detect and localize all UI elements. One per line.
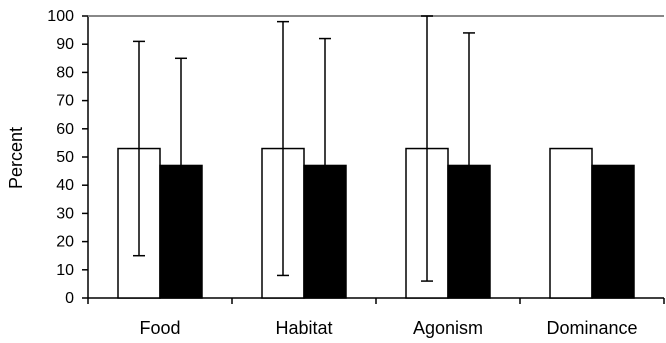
error-bars — [133, 15, 475, 282]
y-tick-label: 10 — [56, 262, 74, 279]
y-tick-label: 70 — [56, 93, 74, 110]
y-tick-label: 90 — [56, 36, 74, 53]
y-tick-labels: 0 10 20 30 40 50 60 70 80 90 100 — [47, 8, 74, 307]
x-category-label: Habitat — [275, 318, 332, 338]
bar-series-2-food — [159, 164, 203, 299]
x-category-label: Agonism — [413, 318, 483, 338]
y-tick-label: 60 — [56, 121, 74, 138]
y-tick-label: 0 — [65, 290, 74, 307]
x-category-label: Dominance — [546, 318, 637, 338]
y-tick-label: 30 — [56, 205, 74, 222]
y-tick-label: 40 — [56, 177, 74, 194]
bar-series-1-dominance — [549, 147, 593, 299]
bars — [117, 147, 635, 299]
bar-series-2-dominance — [591, 164, 635, 299]
y-tick-label: 80 — [56, 64, 74, 81]
bar-series-2-habitat — [303, 164, 347, 299]
bar-series-2-agonism — [447, 164, 491, 299]
y-tick-label: 100 — [47, 8, 74, 25]
y-axis-title: Percent — [6, 127, 26, 189]
x-category-label: Food — [139, 318, 180, 338]
y-tick-label: 20 — [56, 234, 74, 251]
y-tick-label: 50 — [56, 149, 74, 166]
x-category-labels: Food Habitat Agonism Dominance — [139, 318, 637, 338]
